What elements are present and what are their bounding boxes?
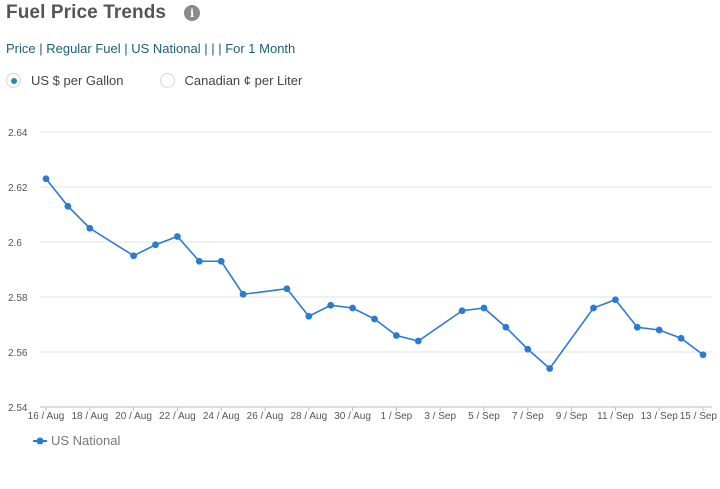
data-point[interactable]: [590, 304, 597, 312]
x-tick-label: 3 / Sep: [424, 411, 456, 422]
data-point[interactable]: [42, 175, 50, 183]
legend-marker: [36, 437, 44, 445]
x-tick-label: 22 / Aug: [159, 411, 196, 422]
x-tick-label: 24 / Aug: [203, 411, 240, 422]
x-tick-label: 18 / Aug: [71, 411, 108, 422]
x-tick-label: 30 / Aug: [334, 411, 371, 422]
y-tick-label: 2.62: [8, 183, 28, 194]
data-point[interactable]: [349, 304, 356, 312]
series-line: [45, 178, 704, 370]
page-title: Fuel Price Trends: [6, 2, 167, 23]
data-point[interactable]: [371, 315, 378, 323]
x-tick-label: 26 / Aug: [247, 411, 284, 422]
y-axis-ticks: 2.54 2.56 2.58 2.6 2.62 2.64: [8, 128, 28, 414]
data-point[interactable]: [414, 337, 422, 345]
chart-subtitle: Price | Regular Fuel | US National | | |…: [6, 41, 296, 56]
data-point[interactable]: [524, 345, 532, 353]
data-point[interactable]: [195, 257, 203, 265]
radio-label-us-gallon: US $ per Gallon: [31, 73, 124, 88]
radio-circle-selected[interactable]: [6, 73, 21, 88]
radio-circle-unselected[interactable]: [159, 73, 175, 88]
x-tick-label: 11 / Sep: [597, 411, 634, 422]
title-row: Fuel Price Trends i: [6, 0, 201, 26]
chart-grid: [40, 131, 712, 408]
chart-legend[interactable]: US National: [33, 433, 120, 448]
data-point[interactable]: [699, 351, 707, 359]
data-point[interactable]: [458, 307, 466, 315]
data-point[interactable]: [86, 224, 94, 232]
unit-selector: US $ per Gallon Canadian ¢ per Liter: [6, 73, 302, 88]
x-tick-label: 13 / Sep: [641, 411, 679, 422]
data-point[interactable]: [633, 323, 641, 331]
data-point[interactable]: [393, 332, 400, 339]
data-point[interactable]: [239, 290, 247, 298]
data-point[interactable]: [612, 296, 619, 304]
data-point[interactable]: [546, 365, 554, 372]
data-point[interactable]: [677, 334, 685, 342]
y-tick-label: 2.56: [8, 348, 28, 359]
legend-label: US National: [51, 433, 120, 448]
data-point[interactable]: [283, 285, 291, 293]
x-tick-label: 1 / Sep: [381, 411, 413, 422]
x-tick-label: 20 / Aug: [115, 411, 152, 422]
y-tick-label: 2.58: [8, 293, 28, 304]
info-icon[interactable]: i: [184, 5, 201, 21]
radio-us-gallon[interactable]: US $ per Gallon: [6, 73, 124, 88]
data-point[interactable]: [152, 241, 159, 249]
radio-label-canadian-liter: Canadian ¢ per Liter: [184, 73, 303, 88]
data-point[interactable]: [217, 257, 225, 265]
data-point[interactable]: [174, 233, 181, 240]
x-tick-label: 16 / Aug: [28, 411, 65, 422]
data-point[interactable]: [305, 312, 313, 320]
x-tick-label: 5 / Sep: [468, 411, 500, 422]
data-point[interactable]: [64, 202, 72, 210]
y-tick-label: 2.54: [8, 403, 28, 414]
data-point[interactable]: [130, 252, 138, 260]
radio-canadian-liter[interactable]: Canadian ¢ per Liter: [159, 73, 303, 88]
series-us-national: [42, 175, 707, 372]
y-tick-label: 2.6: [8, 238, 22, 249]
data-point[interactable]: [327, 301, 335, 309]
data-point[interactable]: [655, 326, 663, 334]
x-axis-ticks: 16 / Aug 18 / Aug 20 / Aug 22 / Aug 24 / Aug…: [28, 407, 718, 422]
x-tick-label: 7 / Sep: [512, 411, 544, 422]
x-tick-label: 9 / Sep: [556, 411, 588, 422]
x-tick-label: 15 / Sep: [680, 411, 718, 422]
y-tick-label: 2.64: [8, 128, 28, 139]
data-point[interactable]: [480, 304, 488, 312]
x-tick-label: 28 / Aug: [290, 411, 327, 422]
data-point[interactable]: [502, 323, 510, 331]
